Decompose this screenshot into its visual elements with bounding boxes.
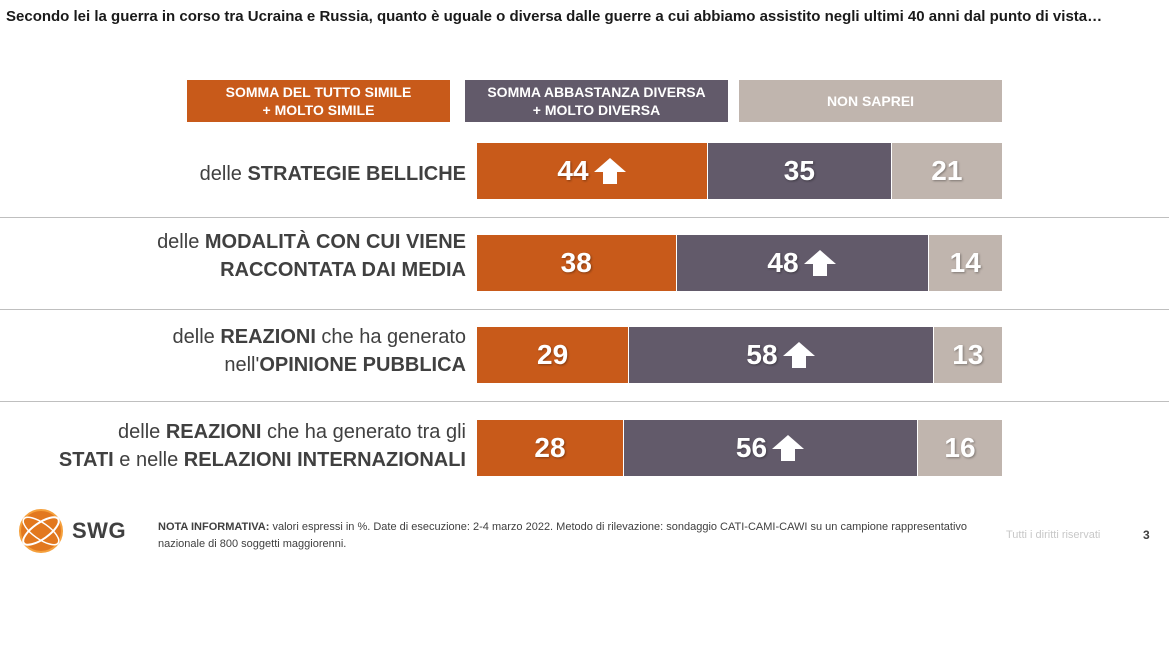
bar-segment: 28 [477, 420, 624, 476]
legend-simile-line1: SOMMA DEL TUTTO SIMILE [225, 84, 412, 100]
footnote-text: valori espressi in %. Date di esecuzione… [158, 521, 968, 550]
page-number: 3 [1143, 528, 1150, 542]
bar-segment: 29 [477, 327, 630, 383]
row-label-bold: STRATEGIE BELLICHE [247, 163, 466, 185]
row-label-text: delle [118, 421, 166, 443]
row-label-text: che ha generato [315, 326, 466, 348]
row-label-bold: RACCONTATA DAI MEDIA [220, 259, 466, 281]
row-label-bold: REAZIONI [165, 421, 262, 443]
row-label-text: delle [157, 231, 205, 253]
legend-diversa-line1: SOMMA ABBASTANZA DIVERSA [487, 84, 706, 100]
row-label-bold: OPINIONE PUBBLICA [259, 354, 466, 376]
bar-value-label: 16 [944, 432, 976, 463]
legend-diversa-line2: + MOLTO DIVERSA [532, 102, 661, 118]
legend-simile-line2: + MOLTO SIMILE [262, 102, 375, 118]
row-label-line: delle REAZIONI che ha generato tra gli [59, 418, 466, 446]
row-label: delle REAZIONI che ha generato nell'OPINI… [173, 323, 467, 379]
bar-segment: 58 [629, 327, 934, 383]
row-label-line: delle STRATEGIE BELLICHE [200, 160, 466, 188]
bar-value-label: 38 [560, 247, 592, 278]
bar-value-label: 21 [931, 155, 963, 186]
page-title: Secondo lei la guerra in corso tra Ucrai… [6, 8, 1103, 25]
swg-logo-icon [19, 509, 63, 553]
bar-segment: 56 [624, 420, 918, 476]
bar-value-label: 35 [783, 155, 815, 186]
row-label-bold: REAZIONI [220, 326, 316, 348]
bar-segment: 35 [708, 143, 892, 199]
up-arrow-icon [772, 435, 805, 461]
legend-non-saprei-line1: NON SAPREI [826, 93, 915, 109]
rights-text: Tutti i diritti riservati [1006, 529, 1101, 541]
up-arrow-icon [593, 158, 626, 184]
legend-diversa: SOMMA ABBASTANZA DIVERSA + MOLTO DIVERSA [465, 80, 728, 122]
row-label-text: delle [199, 163, 248, 185]
bar-segment: 38 [477, 235, 677, 291]
row-label-bold: MODALITÀ CON CUI VIENE [204, 231, 466, 253]
bar-segment: 14 [928, 235, 1002, 291]
bar-value-label: 44 [557, 155, 589, 186]
bar-value-label: 56 [735, 432, 768, 463]
row-label-line: delle MODALITÀ CON CUI VIENE [157, 228, 466, 256]
row-label-bold: STATI [58, 449, 114, 471]
bar-segment: 16 [918, 420, 1002, 476]
row-label-text: delle [172, 326, 221, 348]
up-arrow-icon [803, 250, 836, 276]
bar-value-label: 13 [952, 339, 984, 370]
row-divider [0, 309, 1169, 310]
bar-value-label: 58 [746, 339, 778, 370]
row-label-text: nell' [224, 354, 260, 376]
bar-segment: 44 [477, 143, 708, 199]
bar-value-label: 28 [534, 432, 566, 463]
bar-value-label: 48 [767, 247, 799, 278]
bar-segment: 48 [676, 235, 929, 291]
bar-segment: 21 [891, 143, 1002, 199]
row-label-text: che ha generato tra gli [261, 421, 466, 443]
legend-simile: SOMMA DEL TUTTO SIMILE + MOLTO SIMILE [187, 80, 450, 122]
row-label-text: e nelle [113, 449, 184, 471]
row-label-line: RACCONTATA DAI MEDIA [157, 256, 466, 284]
row-label-line: nell'OPINIONE PUBBLICA [173, 351, 466, 379]
row-label-line: delle REAZIONI che ha generato [173, 323, 467, 351]
bar-value-label: 14 [949, 247, 981, 278]
logo-text: SWG [72, 518, 127, 543]
bar-segment: 13 [933, 327, 1002, 383]
legend-non-saprei: NON SAPREI [739, 80, 1002, 122]
row-label-line: STATI e nelle RELAZIONI INTERNAZIONALI [59, 446, 466, 474]
row-label: delle STRATEGIE BELLICHE [200, 160, 466, 188]
row-label: delle REAZIONI che ha generato tra gli ST… [59, 418, 466, 474]
row-label: delle MODALITÀ CON CUI VIENE RACCONTATA D… [157, 228, 466, 284]
row-label-bold: RELAZIONI INTERNAZIONALI [183, 449, 466, 471]
row-divider [0, 401, 1169, 402]
footnote: NOTA INFORMATIVA: valori espressi in %. … [158, 519, 978, 553]
row-divider [0, 217, 1169, 218]
bar-value-label: 29 [537, 339, 569, 370]
footnote-label: NOTA INFORMATIVA: [158, 521, 270, 533]
up-arrow-icon [782, 342, 815, 368]
